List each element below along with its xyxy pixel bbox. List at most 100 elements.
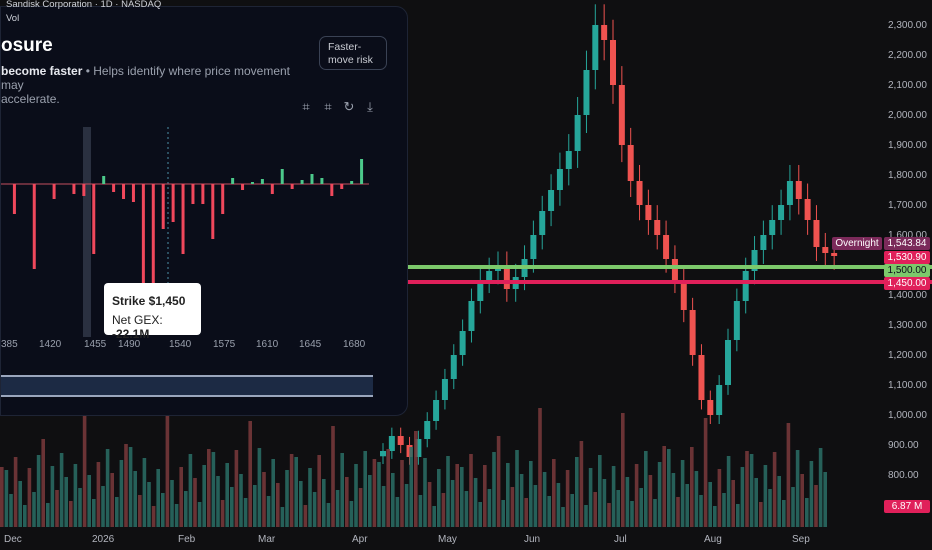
strike-tooltip: Strike $1,450 Net GEX: -22.1M: [104, 283, 201, 341]
volume-bar: [736, 504, 740, 527]
volume-bar: [418, 495, 423, 527]
volume-bar: [285, 470, 289, 527]
volume-bar: [805, 498, 809, 527]
volume-bar: [795, 450, 800, 527]
volume-bar: [36, 455, 41, 527]
price-tick-label: 800.00: [888, 470, 919, 481]
volume-bar: [303, 505, 308, 527]
volume-bar: [13, 457, 18, 527]
time-tick-label: 2026: [92, 534, 115, 545]
volume-bar: [469, 454, 473, 527]
volume-bar: [427, 482, 432, 527]
volume-bar: [345, 477, 349, 527]
time-tick-label: Sep: [792, 534, 810, 545]
refresh-icon[interactable]: ↻: [343, 99, 355, 114]
candle: [530, 235, 537, 259]
crop-icon[interactable]: ⌗: [324, 99, 332, 114]
gex-bar: [92, 184, 96, 254]
volume-bar: [55, 490, 59, 527]
strike-tick-label: 1455: [84, 339, 107, 350]
volume-bar: [791, 487, 795, 527]
volume-bar: [32, 492, 36, 527]
candle: [725, 340, 731, 385]
volume-bar: [165, 416, 170, 527]
candle: [477, 280, 484, 301]
volume-bar: [515, 450, 519, 527]
price-tick-label: 1,300.00: [888, 320, 927, 331]
panel-subtitle: become faster • Helps identify where pri…: [1, 64, 290, 106]
price-tick-label: 900.00: [888, 440, 919, 451]
volume-bar: [105, 449, 110, 527]
overnight-label-tag: Overnight: [832, 237, 882, 250]
volume-bar: [230, 487, 234, 527]
candle: [388, 436, 395, 451]
volume-bar: [547, 496, 551, 527]
candle: [380, 451, 386, 457]
candle: [556, 169, 563, 190]
gex-bar: [131, 184, 135, 202]
volume-bar: [161, 493, 165, 527]
candle: [707, 400, 714, 415]
volume-bar: [611, 466, 616, 527]
volume-bar: [510, 487, 515, 527]
volume-bar: [128, 447, 133, 527]
volume-bar: [225, 463, 229, 527]
candle: [433, 400, 440, 421]
range-scrollbar[interactable]: [1, 375, 373, 397]
volume-bar: [496, 436, 501, 527]
volume-bar: [823, 472, 827, 527]
candle: [503, 265, 510, 289]
volume-bar: [460, 467, 464, 527]
volume-bar: [598, 455, 602, 527]
price-tick-label: 1,000.00: [888, 410, 927, 421]
download-icon[interactable]: ⤓: [367, 99, 373, 114]
gex-bar: [221, 184, 225, 214]
volume-bar: [699, 495, 703, 527]
volume-bar: [340, 453, 344, 527]
candle: [671, 259, 678, 280]
candle: [636, 181, 643, 205]
crop-icon[interactable]: ⌗: [302, 99, 310, 114]
volume-bar: [391, 473, 395, 527]
volume-bar: [414, 431, 418, 527]
volume-bar: [432, 506, 436, 527]
volume-bar: [579, 441, 584, 527]
volume-bar: [694, 471, 699, 527]
time-tick-label: Jun: [524, 534, 541, 545]
volume-bar: [561, 507, 565, 527]
candle: [592, 25, 599, 70]
gex-bar: [112, 184, 116, 192]
gex-bar: [161, 184, 165, 229]
candle: [610, 40, 616, 85]
overnight-price-tag: 1,543.84: [884, 237, 930, 250]
volume-bar: [588, 468, 593, 527]
candle: [716, 385, 723, 415]
candle: [468, 301, 475, 331]
gex-panel[interactable]: osure become faster • Helps identify whe…: [0, 6, 408, 416]
volume-bar: [538, 408, 542, 527]
volume-bar: [92, 499, 96, 527]
volume-bar: [782, 500, 786, 527]
faster-move-risk-button[interactable]: Faster-move risk: [319, 36, 387, 70]
volume-bar: [818, 448, 823, 527]
volume-bar: [368, 475, 372, 527]
gex-bar-chart[interactable]: [1, 7, 407, 415]
volume-bar: [9, 494, 13, 527]
time-tick-label: Feb: [178, 534, 196, 545]
volume-bar: [565, 470, 570, 527]
volume-bar: [575, 457, 579, 527]
gex-bar: [32, 184, 36, 269]
time-tick-label: Aug: [704, 534, 722, 545]
volume-bar: [450, 480, 455, 527]
volume-bar: [676, 497, 680, 527]
gex-bar: [201, 184, 205, 204]
price-tick-label: 1,100.00: [888, 380, 927, 391]
time-tick-label: Dec: [4, 534, 22, 545]
volume-bar: [271, 459, 275, 527]
time-tick-label: Mar: [258, 534, 276, 545]
candle: [778, 205, 785, 220]
volume-bar: [570, 494, 574, 527]
candle: [742, 271, 749, 301]
volume-bar: [299, 481, 303, 527]
